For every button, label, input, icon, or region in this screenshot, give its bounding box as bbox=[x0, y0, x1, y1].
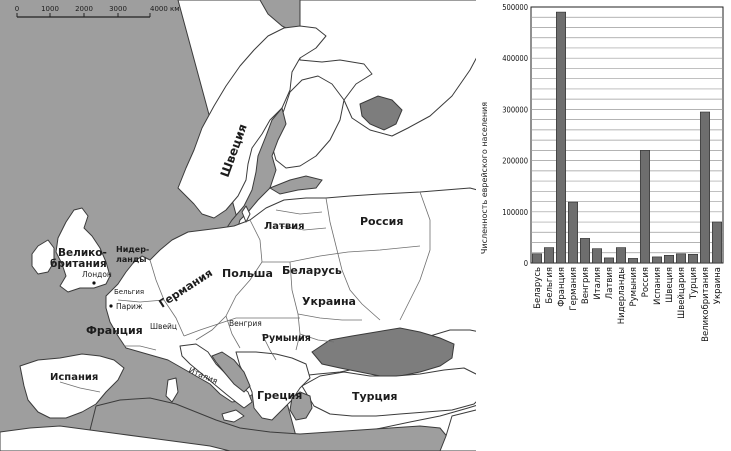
chart-y-tick-label: 300000 bbox=[502, 105, 528, 114]
label-paris: Париж bbox=[116, 302, 143, 311]
russia-north bbox=[299, 0, 487, 137]
chart-bar bbox=[567, 201, 578, 264]
chart-bar bbox=[639, 150, 650, 264]
chart-y-tick-label: 500000 bbox=[502, 3, 528, 12]
chart-panel: 0 100000 200000 300000 400000 500000 Беларусь… bbox=[476, 0, 731, 451]
chart-bar bbox=[579, 238, 590, 264]
label-turkey: Турция bbox=[352, 390, 397, 403]
chart-x-category-label: Великобритания bbox=[701, 267, 711, 342]
label-ukraine: Украина bbox=[302, 295, 356, 308]
chart-x-category-label: Бельгия bbox=[545, 267, 555, 304]
chart-bar bbox=[663, 255, 674, 264]
italy-peninsula bbox=[179, 343, 253, 409]
label-poland: Польша bbox=[222, 267, 273, 280]
sicily bbox=[221, 409, 245, 423]
label-uk-line2: британия bbox=[50, 258, 107, 270]
chart-x-category-label: Германия bbox=[569, 267, 579, 311]
scale-tick-1000: 1000 bbox=[41, 5, 59, 13]
chart-x-category-label: Латвия bbox=[605, 267, 615, 299]
chart-x-category-label: Россия bbox=[641, 267, 651, 297]
chart-bar bbox=[687, 254, 698, 264]
chart-bar bbox=[603, 257, 614, 264]
label-hungary: Венгрия bbox=[229, 319, 262, 328]
scale-tick-4000: 4000 км bbox=[150, 5, 180, 13]
chart-bar bbox=[531, 253, 542, 264]
chart-x-category-label: Италия bbox=[593, 267, 603, 300]
chart-x-categories: Беларусь Бельгия Франция Германия Венгрия Ита… bbox=[533, 267, 723, 342]
chart-x-category-label: Румыния bbox=[629, 267, 639, 306]
label-france: Франция bbox=[86, 324, 143, 337]
chart-bar bbox=[651, 256, 662, 264]
label-switzerland: Швейц bbox=[150, 322, 177, 331]
scandinavia bbox=[177, 25, 327, 219]
label-london: Лондон bbox=[82, 270, 112, 279]
scale-tick-2000: 2000 bbox=[75, 5, 93, 13]
chart-x-category-label: Испания bbox=[653, 267, 663, 305]
chart-bar bbox=[627, 258, 638, 264]
chart-y-axis-label: Численность еврейского населения bbox=[480, 102, 489, 254]
chart-y-tick-label: 200000 bbox=[502, 157, 528, 166]
chart-x-category-label: Украина bbox=[713, 267, 723, 304]
label-greece: Греция bbox=[257, 389, 302, 402]
chart-x-category-label: Венгрия bbox=[581, 267, 591, 304]
aegean-sea bbox=[289, 391, 313, 421]
chart-x-category-label: Швейцария bbox=[677, 267, 687, 319]
chart-bar bbox=[555, 11, 566, 264]
chart-bar bbox=[675, 253, 686, 264]
adriatic-sea bbox=[211, 351, 251, 393]
chart-y-tick-label: 400000 bbox=[502, 54, 528, 63]
label-belgium: Бельгия bbox=[114, 288, 144, 296]
chart-bar bbox=[699, 111, 710, 264]
mediterranean-sea bbox=[89, 397, 451, 451]
chart-bar bbox=[543, 247, 554, 264]
paris-dot bbox=[109, 304, 113, 308]
chart-y-tick-label: 100000 bbox=[502, 208, 528, 217]
chart-bar bbox=[615, 247, 626, 264]
chart-bars bbox=[531, 11, 722, 264]
london-dot bbox=[92, 281, 96, 285]
chart-x-category-label: Турция bbox=[689, 267, 699, 300]
scale-tick-3000: 3000 bbox=[109, 5, 127, 13]
country-borders bbox=[59, 191, 431, 393]
label-netherlands-line2: ланды bbox=[116, 255, 146, 264]
chart-bar bbox=[591, 248, 602, 264]
chart-x-category-label: Швеция bbox=[665, 267, 675, 303]
label-latvia: Латвия bbox=[264, 221, 305, 232]
label-russia: Росcия bbox=[360, 215, 403, 228]
sardinia bbox=[165, 377, 179, 403]
chart-x-category-label: Нидерланды bbox=[617, 267, 627, 324]
black-sea bbox=[311, 327, 455, 377]
chart-bar bbox=[711, 221, 722, 264]
chart-y-ticks: 0 100000 200000 300000 400000 500000 bbox=[502, 3, 528, 268]
scale-bar: 0 1000 2000 3000 4000 км bbox=[15, 5, 180, 18]
gulf-of-finland bbox=[268, 175, 323, 195]
chart-x-category-label: Беларусь bbox=[533, 267, 543, 309]
north-africa bbox=[0, 425, 231, 451]
label-netherlands-line1: Нидер- bbox=[116, 245, 149, 254]
gotland bbox=[241, 205, 251, 223]
chart-x-category-label: Франция bbox=[557, 267, 567, 307]
ireland bbox=[31, 239, 55, 275]
great-britain bbox=[55, 207, 111, 293]
white-sea bbox=[359, 95, 403, 131]
label-belarus: Беларусь bbox=[282, 264, 342, 277]
label-spain: Испания bbox=[50, 372, 98, 383]
chart-y-tick-label: 0 bbox=[524, 259, 528, 268]
label-uk-line1: Велико- bbox=[58, 247, 107, 259]
scale-tick-0: 0 bbox=[15, 5, 19, 13]
label-romania: Румыния bbox=[262, 333, 311, 344]
